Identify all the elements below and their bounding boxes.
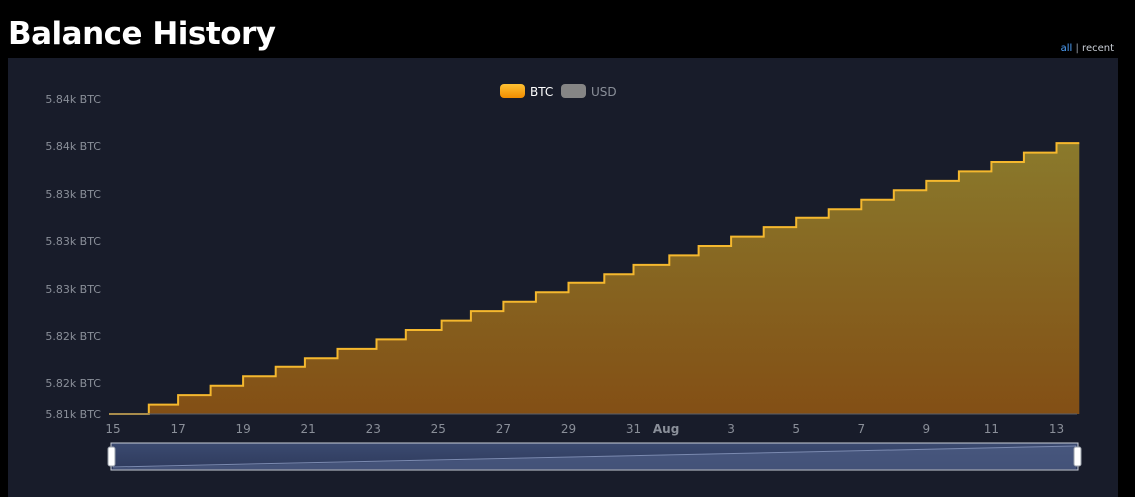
x-tick-label: 21 [301, 422, 316, 436]
navigator-right-handle[interactable] [1073, 446, 1082, 467]
series-area-btc [109, 143, 1080, 414]
x-tick-label: 5 [792, 422, 800, 436]
y-tick-label: 5.83k BTC [45, 188, 101, 201]
legend-label-usd: USD [591, 85, 617, 99]
series-line-btc [109, 142, 1080, 415]
y-tick-label: 5.82k BTC [45, 330, 101, 343]
y-tick-label: 5.84k BTC [45, 140, 101, 153]
legend-swatch-btc [500, 84, 525, 98]
legend-swatch-usd [561, 84, 586, 98]
x-tick-label: 25 [431, 422, 446, 436]
x-tick-label: 9 [922, 422, 930, 436]
y-tick-label: 5.82k BTC [45, 377, 101, 390]
x-tick-label: 29 [561, 422, 576, 436]
x-tick-label: 11 [984, 422, 999, 436]
navigator-series-line [112, 445, 1077, 468]
x-tick-label: Aug [653, 422, 679, 436]
x-tick-label: 7 [857, 422, 865, 436]
y-tick-label: 5.81k BTC [45, 408, 101, 421]
y-tick-label: 5.83k BTC [45, 283, 101, 296]
y-tick-label: 5.83k BTC [45, 235, 101, 248]
y-axis: 5.84k BTC 5.84k BTC 5.83k BTC 5.83k BTC … [45, 93, 101, 421]
range-separator: | [1075, 43, 1079, 54]
navigator-left-handle[interactable] [107, 446, 116, 467]
legend-item-usd[interactable]: USD [561, 84, 617, 99]
x-tick-label: 27 [496, 422, 511, 436]
page-title: Balance History [8, 16, 276, 52]
range-all-link[interactable]: all [1060, 43, 1073, 54]
x-tick-label: 17 [170, 422, 185, 436]
x-tick-label: 3 [727, 422, 735, 436]
x-tick-label: 19 [235, 422, 250, 436]
x-tick-label: 23 [366, 422, 381, 436]
range-recent-link[interactable]: recent [1082, 43, 1114, 54]
legend-label-btc: BTC [530, 85, 553, 99]
x-axis: 15 17 19 21 23 25 27 29 31 Aug 3 5 7 9 11 13 [105, 422, 1064, 436]
x-tick-label: 15 [105, 422, 120, 436]
range-navigator[interactable] [107, 442, 1082, 471]
x-tick-label: 31 [626, 422, 641, 436]
x-tick-label: 13 [1049, 422, 1064, 436]
y-tick-label: 5.84k BTC [45, 93, 101, 106]
plot-area [109, 142, 1080, 415]
legend-item-btc[interactable]: BTC [500, 84, 553, 99]
chart-legend: BTC USD [500, 84, 617, 99]
range-links: all | recent [1061, 43, 1114, 54]
